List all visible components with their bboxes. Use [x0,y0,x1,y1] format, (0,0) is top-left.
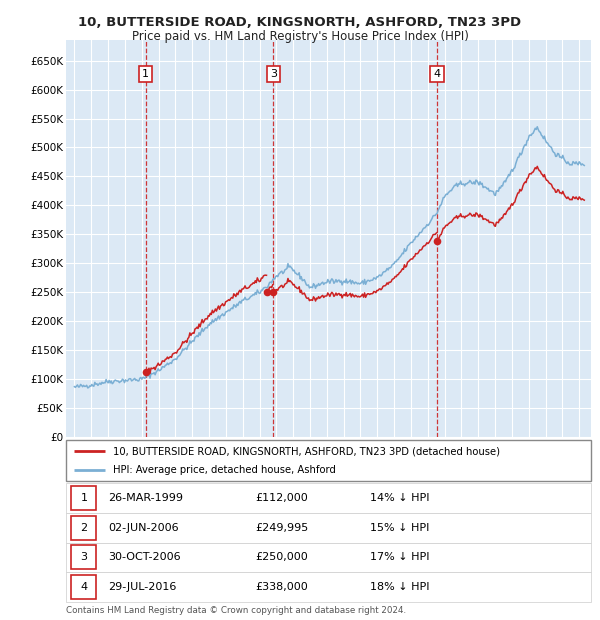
Text: 26-MAR-1999: 26-MAR-1999 [108,493,183,503]
Text: 29-JUL-2016: 29-JUL-2016 [108,582,176,592]
Text: 18% ↓ HPI: 18% ↓ HPI [371,582,430,592]
Text: 14% ↓ HPI: 14% ↓ HPI [371,493,430,503]
Text: £250,000: £250,000 [255,552,308,562]
Text: Contains HM Land Registry data © Crown copyright and database right 2024.: Contains HM Land Registry data © Crown c… [66,606,406,616]
Text: 10, BUTTERSIDE ROAD, KINGSNORTH, ASHFORD, TN23 3PD (detached house): 10, BUTTERSIDE ROAD, KINGSNORTH, ASHFORD… [113,446,500,456]
Text: 17% ↓ HPI: 17% ↓ HPI [371,552,430,562]
Text: 02-JUN-2006: 02-JUN-2006 [108,523,179,533]
Bar [71,546,97,569]
Bar [71,575,97,599]
Text: £249,995: £249,995 [255,523,308,533]
Text: Price paid vs. HM Land Registry's House Price Index (HPI): Price paid vs. HM Land Registry's House … [131,30,469,43]
Text: 3: 3 [270,69,277,79]
Text: £338,000: £338,000 [255,582,308,592]
Text: 1: 1 [80,493,88,503]
Text: 10, BUTTERSIDE ROAD, KINGSNORTH, ASHFORD, TN23 3PD: 10, BUTTERSIDE ROAD, KINGSNORTH, ASHFORD… [79,16,521,29]
Text: 15% ↓ HPI: 15% ↓ HPI [371,523,430,533]
Text: 4: 4 [434,69,441,79]
Bar [71,516,97,539]
Text: HPI: Average price, detached house, Ashford: HPI: Average price, detached house, Ashf… [113,464,336,475]
Text: £112,000: £112,000 [255,493,308,503]
Bar [71,486,97,510]
Text: 3: 3 [80,552,88,562]
Text: 4: 4 [80,582,88,592]
Text: 2: 2 [80,523,88,533]
Text: 30-OCT-2006: 30-OCT-2006 [108,552,181,562]
Text: 1: 1 [142,69,149,79]
